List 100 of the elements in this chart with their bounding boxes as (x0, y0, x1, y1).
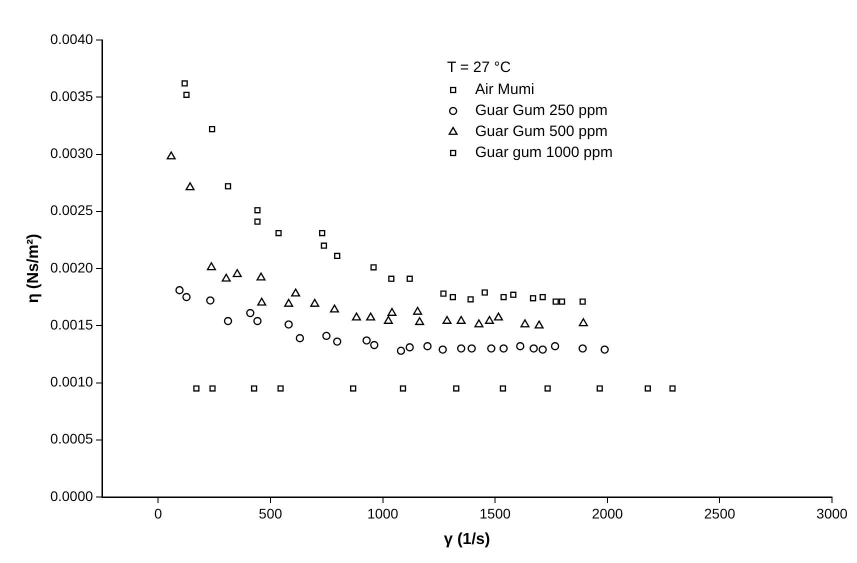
point (183, 92, 190, 98)
point (474, 319, 484, 328)
point (500, 294, 507, 300)
point (669, 385, 676, 392)
point (558, 298, 566, 305)
point (253, 316, 262, 326)
legend-label: Guar Gum 250 ppm (475, 102, 608, 120)
point (406, 276, 413, 282)
point (232, 269, 242, 278)
point (322, 332, 331, 340)
point (284, 298, 294, 307)
point (310, 298, 320, 307)
point (193, 385, 200, 392)
point (208, 126, 216, 132)
point (206, 262, 216, 270)
point (330, 304, 340, 313)
point (544, 385, 551, 392)
y-tick-label: 0.0035 (50, 88, 94, 104)
point (186, 182, 195, 190)
legend-label: Air Mumi (475, 81, 534, 98)
point (456, 316, 466, 324)
point (370, 264, 377, 270)
point (530, 344, 538, 353)
point (387, 308, 397, 316)
point (442, 316, 452, 324)
point (182, 292, 191, 302)
point (413, 306, 422, 315)
point (222, 274, 231, 282)
point (644, 385, 651, 392)
point (246, 308, 254, 318)
point (484, 316, 494, 324)
point (400, 385, 406, 392)
x-tick-label: 1000 (367, 505, 399, 522)
point (388, 276, 394, 282)
legend-label: Guar Gum 500 ppm (475, 123, 608, 140)
point (600, 345, 609, 354)
point (291, 288, 300, 297)
point (319, 230, 326, 236)
point (352, 312, 362, 321)
point (450, 294, 456, 300)
point (467, 296, 474, 302)
point (320, 242, 328, 249)
y-axis-title: η (Ns/m²) (25, 234, 42, 304)
point (538, 345, 547, 354)
y-tick-label: 0.0040 (50, 30, 94, 47)
point (499, 344, 508, 353)
point (530, 295, 536, 302)
point (350, 385, 356, 392)
point (406, 343, 414, 352)
point (277, 385, 284, 392)
point (516, 342, 524, 350)
legend-title: T = 27 °C (447, 59, 511, 76)
point (423, 342, 432, 350)
y-tick-label: 0.0030 (50, 145, 94, 162)
point (578, 318, 588, 326)
point (534, 320, 544, 329)
point (334, 252, 340, 260)
point (224, 183, 232, 190)
point (453, 385, 460, 392)
point (520, 319, 530, 328)
point (284, 320, 293, 329)
point (468, 344, 476, 353)
point (494, 312, 504, 321)
point (457, 344, 466, 353)
point (540, 294, 546, 300)
y-tick-label: 0.0010 (50, 374, 94, 390)
point (482, 289, 488, 296)
x-tick-label: 3000 (816, 505, 848, 522)
x-axis-title: γ (1/s) (444, 530, 490, 548)
point (438, 345, 447, 354)
point (257, 298, 266, 306)
point (415, 317, 424, 326)
y-tick-label: 0.0020 (50, 259, 94, 276)
y-tick-label: 0.0005 (50, 430, 94, 447)
legend-label: Guar gum 1000 ppm (475, 144, 613, 162)
x-tick-label: 1500 (480, 505, 511, 522)
point (552, 298, 559, 305)
point (580, 298, 586, 305)
point (440, 290, 447, 297)
point (224, 316, 232, 326)
point (275, 230, 282, 236)
x-tick-label: 0 (154, 505, 162, 522)
point (487, 344, 496, 353)
point (362, 336, 371, 345)
point (550, 342, 560, 350)
point (209, 385, 216, 392)
point (370, 340, 378, 350)
point (206, 296, 214, 305)
point (250, 385, 258, 392)
point (578, 344, 587, 353)
point (333, 337, 342, 346)
x-tick-label: 2500 (704, 505, 736, 522)
point (384, 316, 393, 324)
point (366, 312, 376, 321)
point (596, 385, 603, 392)
point (256, 272, 266, 281)
y-tick-label: 0.0025 (50, 202, 94, 218)
y-tick-label: 0.0000 (50, 488, 94, 504)
point (182, 80, 188, 87)
point (500, 385, 506, 392)
